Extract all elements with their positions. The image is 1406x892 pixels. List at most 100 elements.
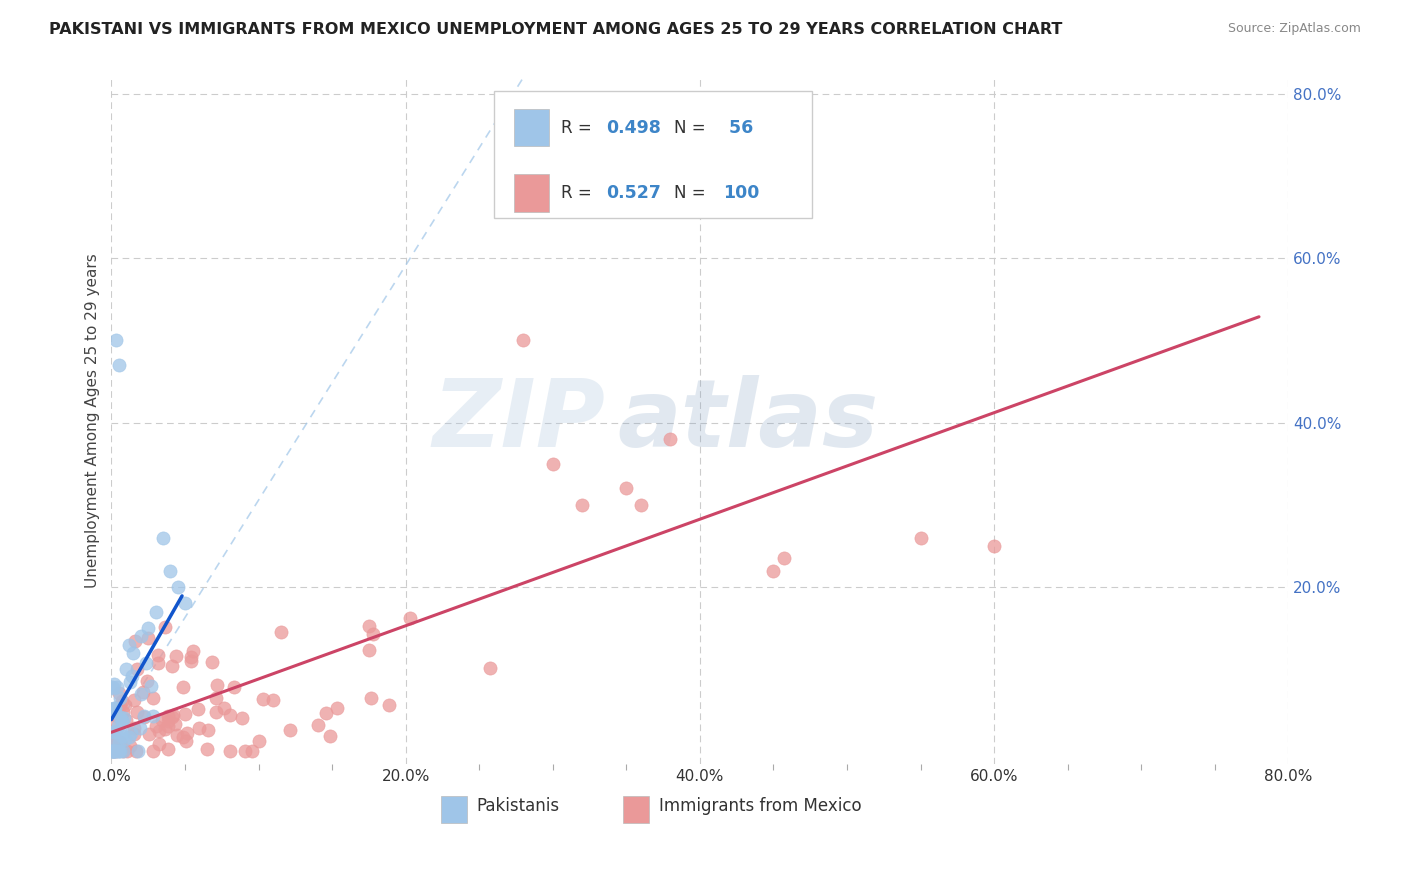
Point	[377, 698, 399, 712]
Point	[222, 680, 245, 694]
Text: 56: 56	[724, 119, 754, 136]
Point	[146, 648, 169, 662]
Point	[107, 358, 129, 372]
Point	[103, 744, 125, 758]
Point	[132, 709, 155, 723]
FancyBboxPatch shape	[515, 109, 550, 146]
Point	[233, 744, 256, 758]
Point	[148, 738, 170, 752]
Point	[101, 744, 124, 758]
Point	[111, 729, 134, 743]
Point	[103, 744, 125, 758]
Point	[124, 726, 146, 740]
Point	[104, 705, 127, 719]
Point	[172, 731, 194, 745]
Point	[114, 698, 136, 712]
Point	[212, 701, 235, 715]
Point	[150, 713, 173, 727]
Point	[181, 644, 204, 658]
Point	[105, 680, 128, 694]
Text: atlas: atlas	[617, 375, 879, 467]
Point	[104, 744, 127, 758]
Point	[360, 690, 382, 705]
Point	[101, 744, 124, 758]
Point	[142, 744, 165, 758]
Point	[176, 725, 198, 739]
Point	[104, 734, 127, 748]
Point	[108, 710, 131, 724]
Point	[319, 729, 342, 743]
Point	[112, 705, 135, 719]
Point	[197, 723, 219, 738]
Point	[162, 707, 184, 722]
Point	[103, 701, 125, 715]
Point	[142, 691, 165, 706]
Point	[136, 673, 159, 688]
Point	[138, 727, 160, 741]
FancyBboxPatch shape	[494, 91, 811, 219]
Point	[122, 693, 145, 707]
Point	[107, 719, 129, 733]
Point	[103, 702, 125, 716]
Point	[104, 744, 127, 758]
Point	[112, 744, 135, 758]
Point	[270, 624, 292, 639]
Point	[219, 708, 242, 723]
Point	[153, 620, 176, 634]
Point	[204, 705, 226, 719]
Point	[156, 709, 179, 723]
Text: 100: 100	[724, 184, 759, 202]
Point	[201, 655, 224, 669]
Point	[174, 733, 197, 747]
Point	[247, 734, 270, 748]
Point	[166, 580, 188, 594]
Point	[146, 657, 169, 671]
Point	[107, 702, 129, 716]
Y-axis label: Unemployment Among Ages 25 to 29 years: Unemployment Among Ages 25 to 29 years	[86, 253, 100, 588]
Point	[262, 693, 284, 707]
Point	[124, 634, 146, 648]
FancyBboxPatch shape	[515, 174, 550, 211]
Point	[207, 678, 229, 692]
Text: Pakistanis: Pakistanis	[477, 797, 560, 815]
Point	[315, 706, 337, 720]
Point	[118, 731, 141, 745]
Point	[108, 698, 131, 713]
Text: 0.527: 0.527	[606, 184, 661, 202]
Point	[121, 669, 143, 683]
Point	[162, 710, 184, 724]
Text: N =: N =	[673, 119, 706, 136]
Point	[630, 498, 652, 512]
Point	[326, 700, 349, 714]
Point	[111, 713, 134, 727]
Point	[101, 744, 124, 758]
Text: R =: R =	[561, 119, 598, 136]
Point	[141, 709, 163, 723]
Point	[399, 611, 422, 625]
Point	[127, 744, 149, 758]
FancyBboxPatch shape	[441, 796, 467, 823]
Point	[108, 690, 131, 705]
Point	[156, 714, 179, 728]
Text: Immigrants from Mexico: Immigrants from Mexico	[659, 797, 862, 815]
Point	[219, 744, 242, 758]
Text: N =: N =	[673, 184, 706, 202]
Point	[100, 715, 122, 730]
Point	[773, 551, 796, 566]
Point	[173, 707, 195, 722]
Point	[252, 692, 274, 706]
Point	[108, 744, 131, 758]
Point	[104, 744, 127, 758]
Point	[166, 728, 188, 742]
Point	[107, 744, 129, 758]
Point	[278, 723, 301, 738]
Point	[111, 694, 134, 708]
Text: PAKISTANI VS IMMIGRANTS FROM MEXICO UNEMPLOYMENT AMONG AGES 25 TO 29 YEARS CORRE: PAKISTANI VS IMMIGRANTS FROM MEXICO UNEM…	[49, 22, 1063, 37]
Point	[180, 654, 202, 668]
Point	[160, 659, 183, 673]
Point	[131, 687, 153, 701]
Point	[180, 650, 202, 665]
Point	[156, 742, 179, 756]
Point	[195, 742, 218, 756]
Point	[115, 713, 138, 727]
